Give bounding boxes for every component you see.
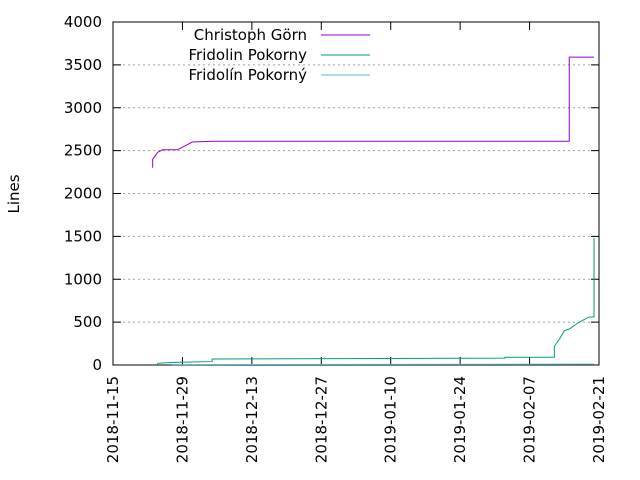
x-axis: 2018-11-15 2018-11-29 2018-12-13 2018-12-27… bbox=[104, 22, 608, 463]
x-tick-label: 2019-02-07 bbox=[521, 376, 539, 463]
y-axis: 0 500 1000 1500 2000 2500 3000 3500 4000 bbox=[64, 13, 599, 374]
x-tick-label: 2019-02-21 bbox=[590, 376, 608, 463]
y-tick-label: 1000 bbox=[64, 270, 102, 288]
legend-label-3: Fridolín Pokorný bbox=[189, 66, 308, 84]
x-tick-label: 2018-12-13 bbox=[243, 376, 261, 463]
series-line-1 bbox=[152, 56, 595, 168]
x-tick-label: 2018-12-27 bbox=[312, 376, 330, 463]
x-tick-label: 2018-11-15 bbox=[104, 376, 122, 463]
y-axis-title: Lines bbox=[5, 174, 23, 213]
x-tick-label: 2019-01-10 bbox=[382, 376, 400, 463]
y-tick-label: 2500 bbox=[64, 142, 102, 160]
y-tick-label: 1500 bbox=[64, 227, 102, 245]
plot-frame bbox=[112, 21, 600, 366]
series-line-3 bbox=[172, 363, 595, 366]
grid-lines bbox=[113, 64, 599, 323]
legend: Christoph Görn Fridolin Pokorny Fridolín P… bbox=[189, 26, 370, 84]
x-tick-label: 2018-11-29 bbox=[173, 376, 191, 463]
y-tick-label: 4000 bbox=[64, 13, 102, 31]
y-tick-label: 3000 bbox=[64, 99, 102, 117]
series-line-2 bbox=[157, 238, 595, 365]
x-tick-label: 2019-01-24 bbox=[451, 376, 469, 463]
y-tick-label: 2000 bbox=[64, 185, 102, 203]
legend-label-1: Christoph Görn bbox=[194, 26, 307, 44]
y-tick-label: 3500 bbox=[64, 56, 102, 74]
y-tick-label: 0 bbox=[92, 356, 102, 374]
y-tick-label: 500 bbox=[73, 313, 102, 331]
series-lines bbox=[152, 56, 595, 366]
legend-label-2: Fridolin Pokorny bbox=[189, 46, 308, 64]
